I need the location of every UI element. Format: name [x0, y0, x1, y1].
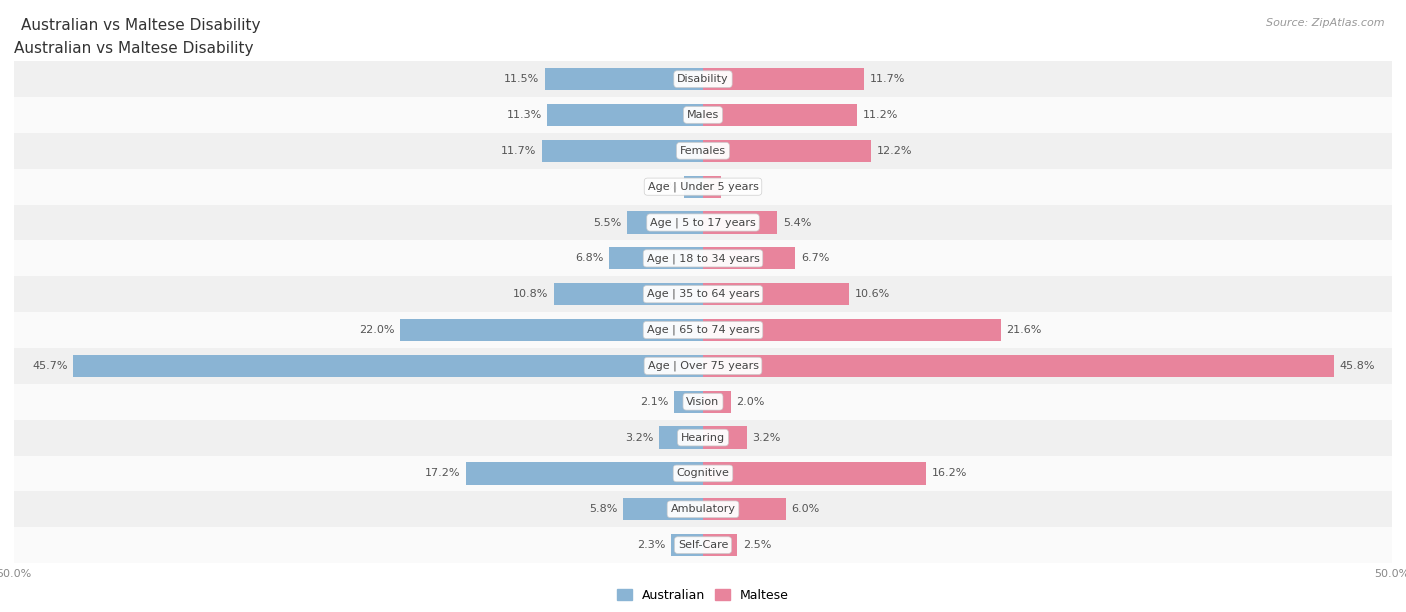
- Bar: [703, 247, 796, 269]
- Text: 16.2%: 16.2%: [932, 468, 967, 479]
- Bar: [14, 527, 1392, 563]
- Bar: [14, 276, 1392, 312]
- Text: 2.1%: 2.1%: [640, 397, 669, 407]
- Bar: [14, 455, 1392, 491]
- Text: Age | Under 5 years: Age | Under 5 years: [648, 181, 758, 192]
- Bar: [683, 176, 703, 198]
- Text: 6.0%: 6.0%: [792, 504, 820, 514]
- Bar: [547, 104, 703, 126]
- Text: 11.5%: 11.5%: [503, 74, 538, 84]
- Bar: [14, 61, 1392, 97]
- Bar: [544, 68, 703, 90]
- Bar: [609, 247, 703, 269]
- Bar: [14, 348, 1392, 384]
- Bar: [703, 462, 927, 485]
- Bar: [14, 97, 1392, 133]
- Text: 45.8%: 45.8%: [1340, 361, 1375, 371]
- Text: Source: ZipAtlas.com: Source: ZipAtlas.com: [1267, 18, 1385, 28]
- Text: 45.7%: 45.7%: [32, 361, 67, 371]
- Bar: [14, 312, 1392, 348]
- Bar: [703, 104, 858, 126]
- Bar: [554, 283, 703, 305]
- Text: Age | 18 to 34 years: Age | 18 to 34 years: [647, 253, 759, 264]
- Bar: [14, 384, 1392, 420]
- Text: Ambulatory: Ambulatory: [671, 504, 735, 514]
- Text: 11.7%: 11.7%: [501, 146, 536, 156]
- Bar: [14, 491, 1392, 527]
- Text: 17.2%: 17.2%: [425, 468, 461, 479]
- Text: 1.4%: 1.4%: [650, 182, 678, 192]
- Text: 11.2%: 11.2%: [863, 110, 898, 120]
- Bar: [703, 355, 1334, 377]
- Text: Females: Females: [681, 146, 725, 156]
- Bar: [399, 319, 703, 341]
- Bar: [659, 427, 703, 449]
- Bar: [671, 534, 703, 556]
- Text: Australian vs Maltese Disability: Australian vs Maltese Disability: [21, 18, 260, 34]
- Text: 1.3%: 1.3%: [727, 182, 755, 192]
- Text: 10.8%: 10.8%: [513, 289, 548, 299]
- Text: Age | 35 to 64 years: Age | 35 to 64 years: [647, 289, 759, 299]
- Text: 2.5%: 2.5%: [742, 540, 772, 550]
- Text: Hearing: Hearing: [681, 433, 725, 442]
- Bar: [14, 241, 1392, 276]
- Text: Age | 5 to 17 years: Age | 5 to 17 years: [650, 217, 756, 228]
- Bar: [703, 140, 872, 162]
- Bar: [703, 390, 731, 413]
- Bar: [703, 283, 849, 305]
- Bar: [465, 462, 703, 485]
- Bar: [703, 427, 747, 449]
- Text: Age | Over 75 years: Age | Over 75 years: [648, 360, 758, 371]
- Text: Vision: Vision: [686, 397, 720, 407]
- Legend: Australian, Maltese: Australian, Maltese: [612, 584, 794, 607]
- Text: 11.3%: 11.3%: [506, 110, 541, 120]
- Bar: [703, 498, 786, 520]
- Text: Cognitive: Cognitive: [676, 468, 730, 479]
- Text: 21.6%: 21.6%: [1007, 325, 1042, 335]
- Text: 10.6%: 10.6%: [855, 289, 890, 299]
- Text: 5.8%: 5.8%: [589, 504, 617, 514]
- Bar: [703, 211, 778, 234]
- Text: 11.7%: 11.7%: [870, 74, 905, 84]
- Bar: [73, 355, 703, 377]
- Bar: [623, 498, 703, 520]
- Text: 2.0%: 2.0%: [737, 397, 765, 407]
- Text: Australian vs Maltese Disability: Australian vs Maltese Disability: [14, 41, 253, 56]
- Bar: [673, 390, 703, 413]
- Bar: [14, 133, 1392, 169]
- Text: 6.8%: 6.8%: [575, 253, 603, 263]
- Bar: [703, 176, 721, 198]
- Bar: [14, 420, 1392, 455]
- Bar: [14, 204, 1392, 241]
- Text: Males: Males: [688, 110, 718, 120]
- Text: Age | 65 to 74 years: Age | 65 to 74 years: [647, 325, 759, 335]
- Text: 2.3%: 2.3%: [637, 540, 666, 550]
- Bar: [703, 319, 1001, 341]
- Text: 5.5%: 5.5%: [593, 217, 621, 228]
- Text: Self-Care: Self-Care: [678, 540, 728, 550]
- Text: 22.0%: 22.0%: [359, 325, 394, 335]
- Bar: [627, 211, 703, 234]
- Text: 6.7%: 6.7%: [801, 253, 830, 263]
- Text: 3.2%: 3.2%: [626, 433, 654, 442]
- Bar: [703, 534, 738, 556]
- Text: Disability: Disability: [678, 74, 728, 84]
- Text: 12.2%: 12.2%: [876, 146, 912, 156]
- Bar: [703, 68, 865, 90]
- Bar: [541, 140, 703, 162]
- Bar: [14, 169, 1392, 204]
- Text: 5.4%: 5.4%: [783, 217, 811, 228]
- Text: 3.2%: 3.2%: [752, 433, 780, 442]
